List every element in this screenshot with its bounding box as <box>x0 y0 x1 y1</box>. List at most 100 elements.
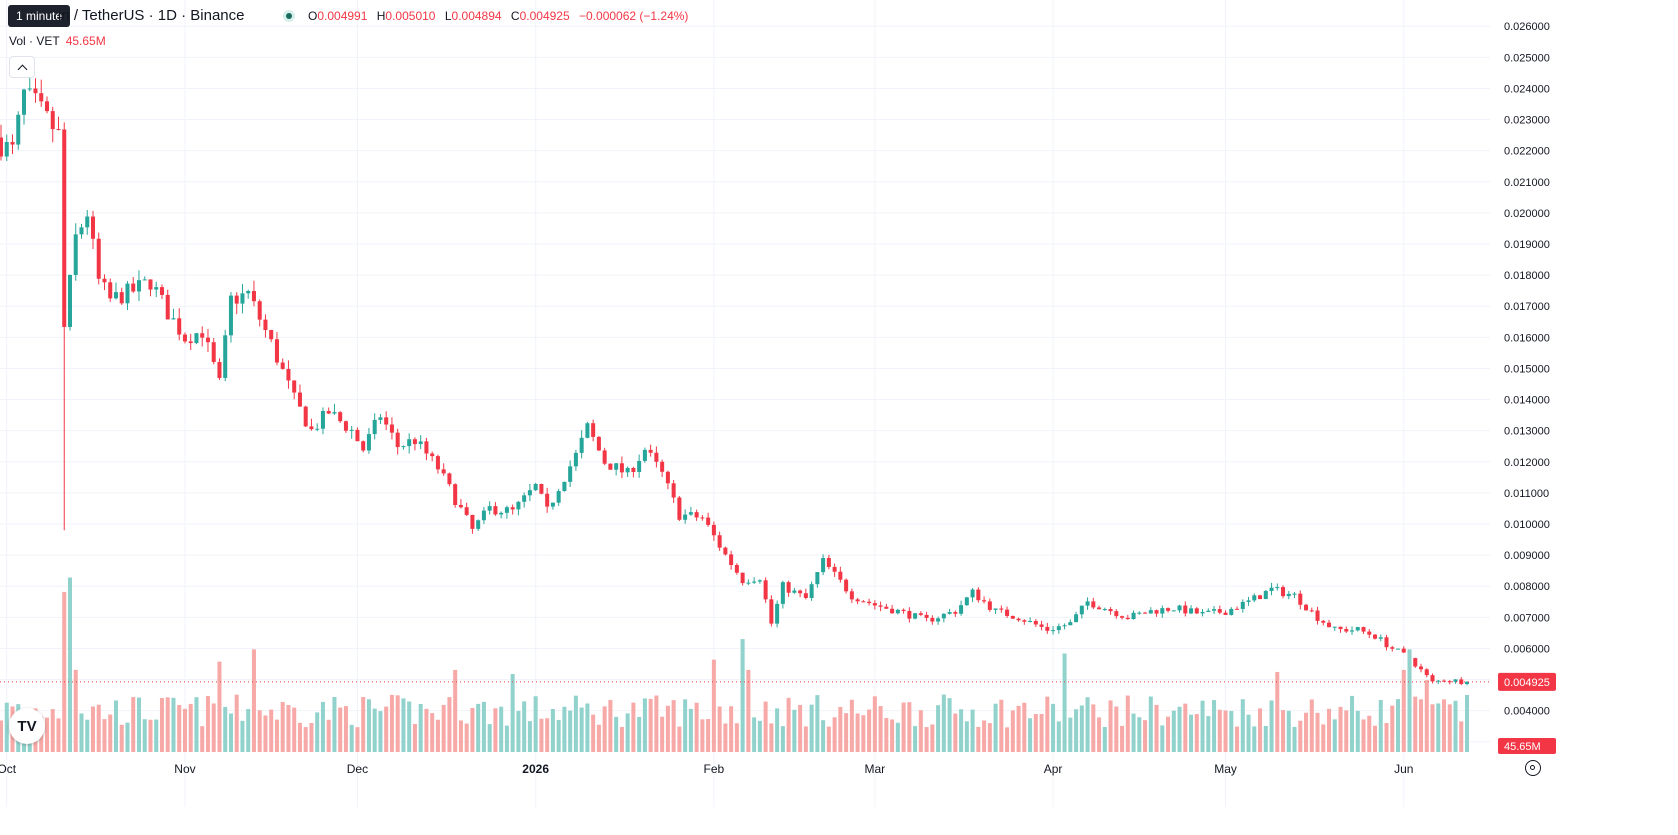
volume-bar <box>1217 709 1222 752</box>
candle-body <box>677 497 682 520</box>
volume-bar <box>545 718 550 752</box>
volume-bar <box>1183 703 1188 752</box>
volume-bar <box>993 703 998 752</box>
candle-body <box>1275 587 1280 589</box>
candle-body <box>711 524 716 536</box>
volume-bar <box>1361 719 1366 752</box>
candle-body <box>1321 620 1326 623</box>
volume-bar <box>1384 723 1389 752</box>
candle-body <box>303 406 308 427</box>
volume-bar <box>1206 716 1211 752</box>
candle-body <box>286 368 291 381</box>
volume-bar <box>343 706 348 752</box>
candle-body <box>1263 590 1268 600</box>
volume-bar <box>401 698 406 752</box>
volume-bar <box>1459 721 1464 752</box>
y-tick-label: 0.008000 <box>1504 581 1550 593</box>
volume-bar <box>194 697 199 752</box>
volume-bar <box>1005 727 1010 752</box>
tradingview-logo-icon[interactable]: TV <box>9 708 45 744</box>
candle-body <box>96 238 101 279</box>
candle-body <box>527 490 532 496</box>
candle-body <box>769 599 774 624</box>
candle-body <box>953 612 958 614</box>
candle-body <box>1074 614 1079 623</box>
candle-body <box>1114 611 1119 617</box>
candle-body <box>274 339 279 363</box>
candle-body <box>447 473 452 485</box>
volume-bar <box>1453 700 1458 752</box>
candle-body <box>4 142 9 157</box>
candle-body <box>320 411 325 429</box>
volume-bar <box>861 715 866 752</box>
y-tick-label: 0.021000 <box>1504 177 1550 189</box>
symbol-title[interactable]: in / TetherUS · 1D · Binance <box>58 7 245 24</box>
gear-icon[interactable] <box>1525 760 1541 776</box>
volume-bar <box>1344 710 1349 752</box>
volume-bar <box>1321 724 1326 752</box>
volume-bar <box>1056 721 1061 752</box>
volume-bar <box>1097 717 1102 752</box>
candle-body <box>1154 610 1159 614</box>
close-value: 0.004925 <box>519 9 570 23</box>
x-tick-label: Dec <box>347 762 368 776</box>
volume-bar <box>746 669 751 752</box>
volume-bar <box>930 724 935 752</box>
candle-body <box>1177 605 1182 611</box>
volume-bar <box>441 704 446 752</box>
volume-bar <box>1212 700 1217 752</box>
candle-body <box>884 606 889 609</box>
candle-body <box>591 423 596 437</box>
candle-body <box>269 330 274 340</box>
x-tick-label: Jun <box>1394 762 1413 776</box>
volume-bar <box>113 700 118 752</box>
volume-bar <box>1016 705 1021 752</box>
candle-body <box>453 484 458 505</box>
candle-body <box>297 392 302 407</box>
candle-body <box>1246 600 1251 602</box>
candle-body <box>1361 627 1366 632</box>
candle-body <box>430 453 435 457</box>
volume-bar <box>1315 712 1320 752</box>
volume-bar <box>1292 726 1297 752</box>
y-tick-label: 0.009000 <box>1504 550 1550 562</box>
market-status-icon[interactable] <box>283 10 295 22</box>
candle-body <box>1028 620 1033 622</box>
candle-body <box>257 301 262 320</box>
x-tick-label: Feb <box>704 762 725 776</box>
volume-bar <box>1022 702 1027 752</box>
candle-body <box>608 463 613 470</box>
candle-body <box>625 467 630 473</box>
x-tick-label: Apr <box>1044 762 1063 776</box>
volume-bar <box>982 720 987 752</box>
candle-body <box>125 283 130 304</box>
volume-bar <box>1401 669 1406 752</box>
volume-bar <box>792 709 797 752</box>
volume-bar <box>832 717 837 752</box>
candle-body <box>217 362 222 378</box>
candle-body <box>470 514 475 529</box>
low-value: 0.004894 <box>451 9 502 23</box>
y-tick-label: 0.019000 <box>1504 239 1550 251</box>
collapse-legend-button[interactable] <box>9 56 35 78</box>
volume-bar <box>556 719 561 752</box>
volume-bar <box>1252 726 1257 752</box>
candle-body <box>539 483 544 494</box>
candle-body <box>1108 609 1113 612</box>
candle-body <box>389 424 394 433</box>
volume-bar <box>591 714 596 752</box>
candle-body <box>1459 679 1464 684</box>
volume-bar <box>240 720 245 752</box>
volume-bar <box>309 722 314 752</box>
candle-body <box>895 609 900 614</box>
candle-body <box>688 512 693 515</box>
volume-bar <box>809 704 814 752</box>
volume-bar <box>384 706 389 752</box>
candle-body <box>1235 608 1240 610</box>
y-tick-label: 0.023000 <box>1504 115 1550 127</box>
candle-body <box>234 295 239 304</box>
y-tick-label: 0.013000 <box>1504 426 1550 438</box>
volume-bar <box>1079 705 1084 752</box>
candle-body <box>228 295 233 336</box>
